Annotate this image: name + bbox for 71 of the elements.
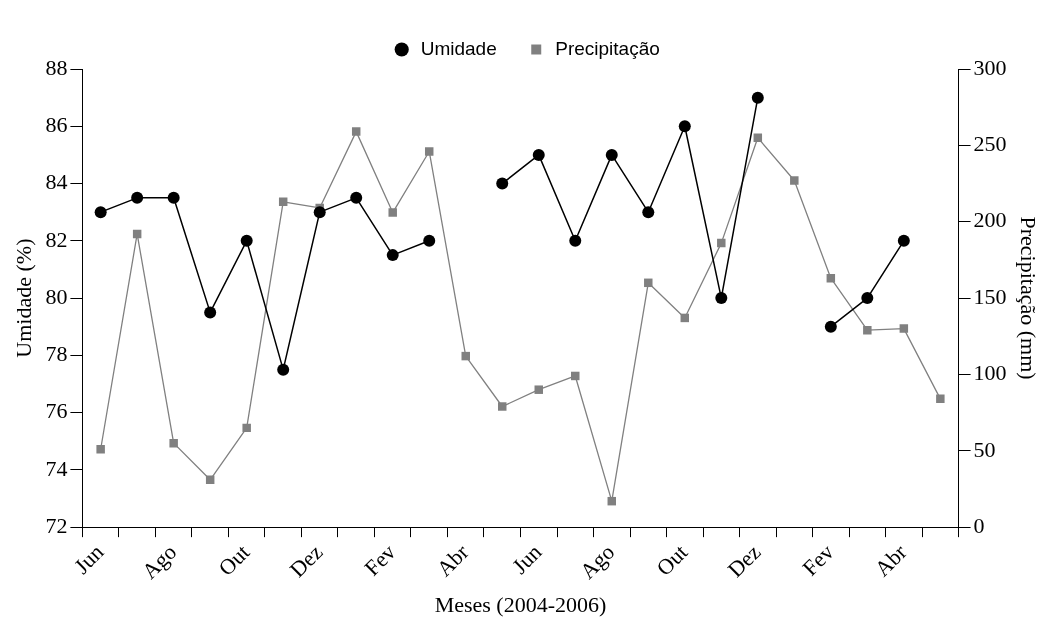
point: [532, 148, 545, 161]
point: [96, 445, 105, 454]
x-tick-label: Ago: [574, 539, 620, 584]
y2-tick-label: 150: [973, 283, 1007, 309]
x-tick-label: Out: [213, 539, 255, 581]
x-tick-label: Jun: [507, 539, 547, 579]
point: [240, 234, 253, 247]
y2-tick-label: 300: [973, 54, 1007, 80]
x-tick-label: Out: [651, 539, 693, 581]
x-axis-title: Meses (2004-2006): [434, 591, 607, 617]
point: [678, 120, 691, 133]
point: [569, 234, 582, 247]
point: [386, 249, 399, 262]
x-tick-label: Dez: [284, 539, 328, 583]
y2-tick-label: 200: [973, 207, 1007, 233]
point: [824, 320, 837, 333]
legend-label: Umidade: [420, 37, 497, 59]
y-tick-label: 72: [45, 512, 68, 538]
x-tick-label: Jun: [68, 539, 109, 579]
y-tick-label: 76: [45, 398, 68, 424]
point: [861, 292, 874, 305]
point: [936, 394, 945, 404]
point: [897, 234, 910, 247]
point: [167, 191, 180, 204]
point: [642, 206, 655, 219]
point: [204, 306, 217, 319]
y-tick-label: 74: [45, 455, 68, 481]
y-tick-label: 86: [45, 112, 68, 138]
point: [496, 177, 509, 190]
point: [277, 363, 290, 376]
point: [715, 292, 728, 305]
point: [571, 371, 580, 381]
y-tick-label: 88: [45, 54, 68, 80]
point: [753, 133, 763, 142]
point: [605, 148, 618, 161]
y-tick-label: 82: [45, 226, 68, 252]
y2-tick-label: 0: [973, 512, 985, 538]
point: [498, 402, 507, 411]
point: [94, 206, 107, 219]
point: [790, 176, 799, 185]
x-tick-label: Abr: [431, 538, 474, 582]
point: [351, 127, 361, 136]
point: [534, 385, 543, 394]
x-tick-label: Dez: [722, 539, 766, 583]
x-tick-label: Abr: [869, 538, 912, 582]
legend-label: Precipitação: [555, 37, 660, 59]
point: [424, 147, 434, 156]
x-tick-label: Fev: [797, 539, 839, 581]
point: [388, 208, 397, 217]
y-axis-title: Umidade (%): [10, 238, 36, 358]
x-tick-label: Fev: [359, 539, 401, 581]
point: [461, 351, 470, 361]
point: [644, 278, 653, 288]
y2-tick-label: 100: [973, 360, 1007, 386]
y-tick-label: 84: [45, 169, 68, 195]
y2-tick-label: 250: [973, 131, 1007, 157]
point: [717, 238, 726, 248]
point: [899, 324, 909, 333]
point: [313, 206, 326, 219]
y2-tick-label: 50: [973, 436, 996, 462]
y-tick-label: 80: [45, 283, 68, 309]
x-tick-label: Ago: [136, 539, 182, 584]
point: [242, 423, 251, 433]
point: [169, 438, 178, 448]
y2-axis-title: Precipitação (mm): [1016, 216, 1042, 380]
point: [423, 234, 436, 247]
point: [350, 191, 363, 204]
point: [131, 191, 144, 204]
point: [751, 91, 764, 104]
point: [863, 325, 872, 335]
y-tick-label: 78: [45, 341, 68, 367]
